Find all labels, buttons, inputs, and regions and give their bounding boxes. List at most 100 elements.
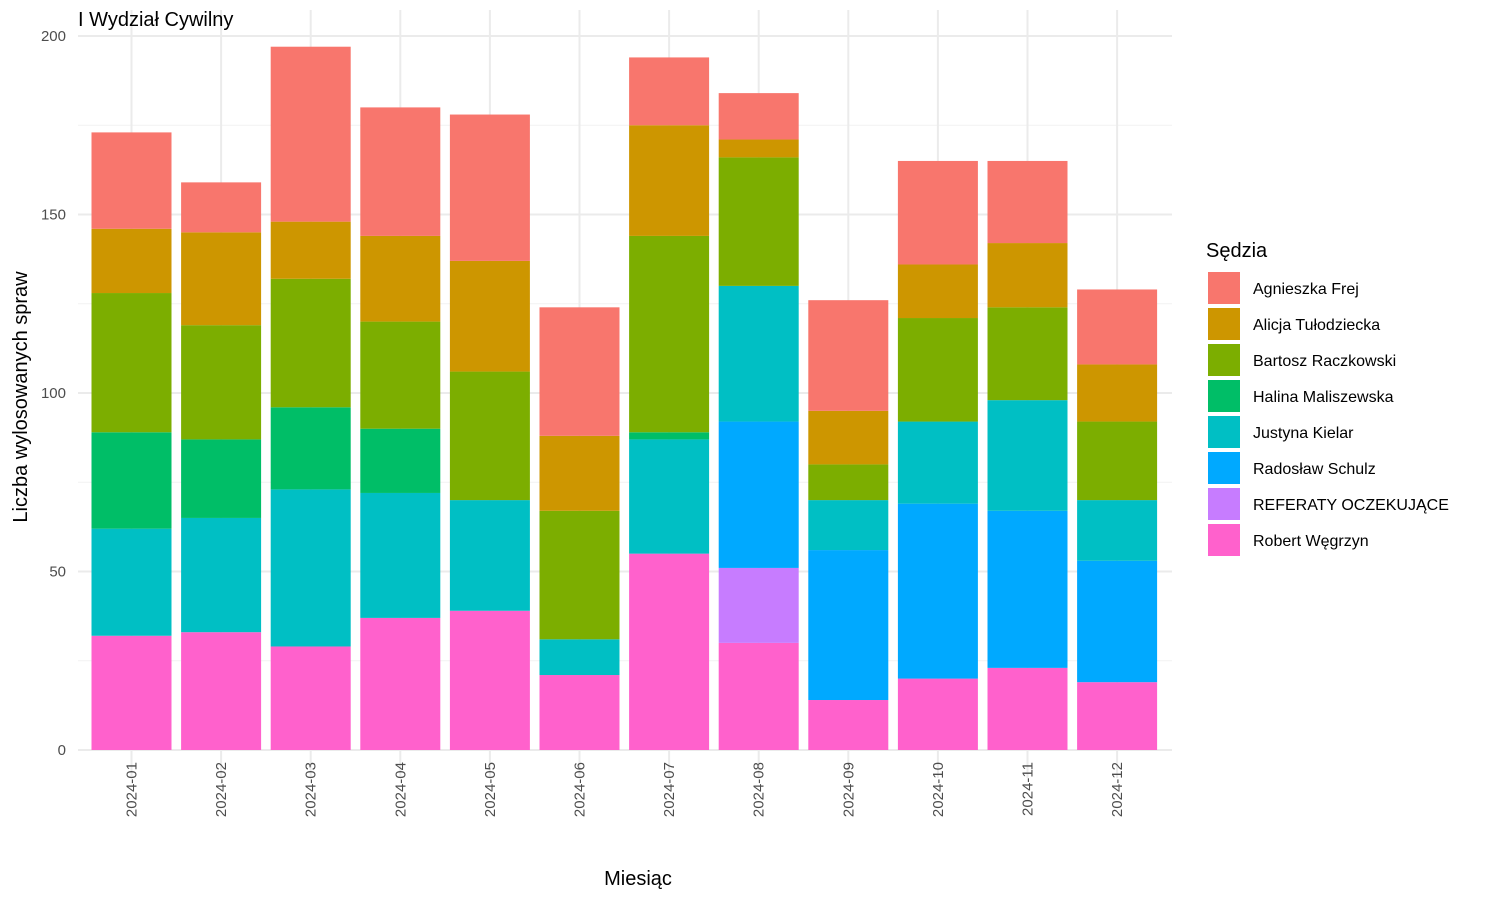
bar-segment (987, 667, 1068, 750)
legend-label: Radosław Schulz (1253, 461, 1376, 478)
bar-segment (808, 300, 889, 411)
legend-key (1208, 524, 1240, 556)
bar-segment (808, 700, 889, 750)
bar-segment (91, 293, 172, 433)
bar-segment (270, 646, 351, 750)
legend-label: Agnieszka Frej (1253, 281, 1359, 298)
bar-segment (360, 428, 441, 493)
legend-key (1208, 380, 1240, 412)
bar-segment (1077, 682, 1158, 750)
bar-segment (987, 160, 1068, 244)
bar-segment (629, 432, 710, 440)
bar-segment (897, 678, 978, 750)
bar-segment (360, 321, 441, 429)
bar-segment (539, 675, 620, 750)
bar-segment (718, 139, 799, 158)
chart-title: I Wydział Cywilny (78, 9, 233, 31)
bar-segment (897, 503, 978, 679)
bar-segment (449, 114, 530, 261)
bar-segment (987, 400, 1068, 511)
bar-segment (449, 371, 530, 501)
x-tick-label: 2024-04 (392, 762, 409, 817)
legend: Sędzia Agnieszka Frej Alicja Tułodziecka B… (1206, 240, 1449, 556)
bar-segment (987, 510, 1068, 668)
legend-label: Bartosz Raczkowski (1253, 353, 1396, 370)
x-tick-label: 2024-08 (751, 762, 768, 817)
bar-segment (1077, 364, 1158, 422)
bar-segment (718, 93, 799, 140)
bar-segment (181, 517, 262, 633)
bar-segment (91, 635, 172, 750)
x-tick-label: 2024-09 (840, 762, 857, 817)
x-tick-label: 2024-11 (1020, 762, 1037, 816)
x-tick-label: 2024-05 (482, 762, 499, 817)
bar-segment (629, 553, 710, 750)
bar-segment (629, 125, 710, 236)
legend-key (1208, 344, 1240, 376)
bar-segment (360, 492, 441, 618)
y-tick-label: 50 (49, 564, 66, 581)
bar-segment (1077, 500, 1158, 561)
bar-segment (808, 500, 889, 551)
legend-label: Alicja Tułodziecka (1253, 317, 1380, 334)
legend-key (1208, 452, 1240, 484)
bar-segment (897, 160, 978, 265)
bar-segment (181, 439, 262, 518)
bar-segment (1077, 560, 1158, 683)
y-tick-label: 150 (41, 207, 66, 224)
bar-segment (808, 550, 889, 701)
bar-segment (270, 278, 351, 408)
legend-label: Halina Maliszewska (1253, 389, 1394, 406)
x-tick-label: 2024-02 (213, 762, 230, 817)
bar-segment (1077, 289, 1158, 365)
x-tick-label: 2024-12 (1109, 762, 1126, 817)
bar-segment (539, 639, 620, 676)
x-tick-label: 2024-03 (303, 762, 320, 817)
legend-title: Sędzia (1206, 240, 1268, 262)
bar-segment (539, 307, 620, 436)
y-tick-label: 200 (41, 28, 66, 45)
bar-segment (181, 632, 262, 750)
x-tick-label: 2024-07 (661, 762, 678, 817)
bar-segment (987, 307, 1068, 401)
bar-segment (718, 642, 799, 750)
bar-segment (1077, 421, 1158, 501)
bar-segment (270, 46, 351, 222)
bar-segment (360, 617, 441, 750)
y-tick-label: 100 (41, 385, 66, 402)
bar-segment (449, 610, 530, 750)
bar-segment (91, 228, 172, 294)
y-axis-title: Liczba wylosowanych spraw (10, 271, 32, 523)
bar-segment (181, 182, 262, 233)
bar-segment (897, 318, 978, 422)
bar-segment (539, 435, 620, 511)
bars (91, 46, 1158, 750)
bar-segment (897, 264, 978, 319)
y-tick-label: 0 (58, 742, 66, 759)
bar-segment (270, 489, 351, 647)
x-tick-label: 2024-10 (930, 762, 947, 817)
bar-segment (718, 157, 799, 286)
x-axis-ticks: 2024-01 2024-02 2024-03 2024-04 2024-05 2024-… (124, 762, 1127, 817)
bar-segment (987, 243, 1068, 308)
bar-segment (449, 260, 530, 372)
bar-segment (91, 432, 172, 529)
bar-segment (270, 221, 351, 279)
y-axis-ticks: 0 50 100 150 200 (41, 28, 66, 759)
bar-segment (449, 500, 530, 611)
x-tick-label: 2024-06 (572, 762, 589, 817)
bar-segment (808, 464, 889, 501)
legend-label: Robert Węgrzyn (1253, 533, 1369, 550)
bar-segment (718, 421, 799, 568)
bar-segment (629, 439, 710, 554)
bar-segment (718, 567, 799, 643)
bar-segment (718, 285, 799, 422)
bar-segment (181, 325, 262, 440)
x-tick-label: 2024-01 (124, 762, 141, 817)
bar-segment (360, 107, 441, 236)
x-axis-title: Miesiąc (604, 868, 672, 890)
bar-segment (897, 421, 978, 504)
bar-segment (91, 528, 172, 636)
legend-key (1208, 416, 1240, 448)
legend-key (1208, 308, 1240, 340)
